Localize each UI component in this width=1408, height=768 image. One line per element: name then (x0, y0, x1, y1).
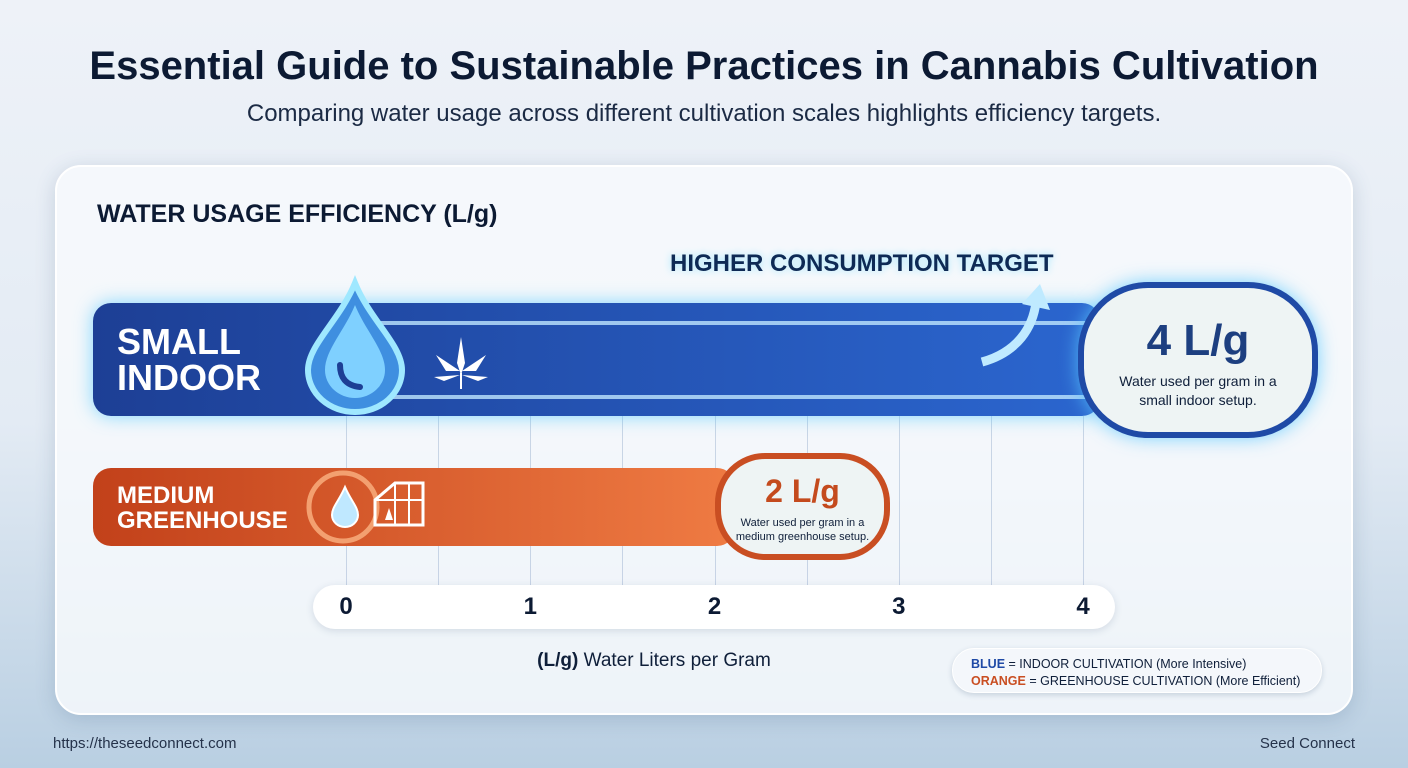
annotation-label: HIGHER CONSUMPTION TARGET (670, 250, 1054, 277)
page-subtitle: Comparing water usage across different c… (246, 100, 1162, 127)
legend-key-blue: BLUE (971, 657, 1006, 671)
gridline (990, 416, 992, 586)
description-medium-greenhouse: Water used per gram in a medium greenhou… (735, 517, 870, 543)
bar-small-indoor (93, 303, 1100, 416)
callout-small-indoor: 4 L/g Water used per gram in a small ind… (1078, 282, 1318, 438)
legend-item-orange: ORANGE = GREENHOUSE CULTIVATION (More Ef… (971, 673, 1321, 690)
legend-text-blue: = INDOOR CULTIVATION (More Intensive) (1008, 657, 1247, 671)
legend-text-orange: = GREENHOUSE CULTIVATION (More Efficient… (1029, 674, 1301, 688)
trend-arrow-icon (980, 284, 1050, 367)
bar-label-small-indoor: SMALL INDOOR (117, 321, 261, 398)
cannabis-leaf-icon (434, 337, 488, 389)
value-label-medium-greenhouse: 2 L/g (765, 473, 840, 509)
legend-item-blue: BLUE = INDOOR CULTIVATION (More Intensiv… (971, 656, 1321, 673)
legend: BLUE = INDOOR CULTIVATION (More Intensiv… (952, 648, 1322, 693)
x-axis-title: Water Liters per Gram (583, 650, 771, 671)
x-axis (313, 585, 1115, 629)
bar-medium-greenhouse (93, 468, 735, 546)
x-axis-unit: (L/g) (537, 650, 579, 671)
x-tick-label: 4 (1076, 593, 1090, 620)
chart-title: WATER USAGE EFFICIENCY (L/g) (97, 200, 498, 228)
x-tick-label: 2 (707, 593, 722, 620)
page-title: Essential Guide to Sustainable Practices… (89, 44, 1319, 88)
water-drop-icon (304, 275, 406, 415)
x-tick-label: 1 (523, 593, 537, 620)
footer-brand: Seed Connect (1259, 735, 1355, 752)
greenhouse-icon (306, 470, 425, 544)
footer-url[interactable]: https://theseedconnect.com (53, 735, 237, 752)
legend-key-orange: ORANGE (971, 674, 1026, 688)
callout-medium-greenhouse: 2 L/g Water used per gram in a medium gr… (715, 453, 890, 560)
gridline (898, 416, 900, 586)
x-tick-label: 3 (892, 593, 906, 620)
x-tick-label: 0 (339, 593, 353, 620)
description-small-indoor: Water used per gram in a small indoor se… (1119, 373, 1277, 408)
bar-label-medium-greenhouse: MEDIUM GREENHOUSE (117, 482, 288, 534)
x-axis-label: (L/g) Water Liters per Gram (0, 650, 1408, 672)
chart-card (55, 165, 1353, 715)
value-label-small-indoor: 4 L/g (1146, 316, 1250, 365)
gridline (1083, 416, 1084, 586)
